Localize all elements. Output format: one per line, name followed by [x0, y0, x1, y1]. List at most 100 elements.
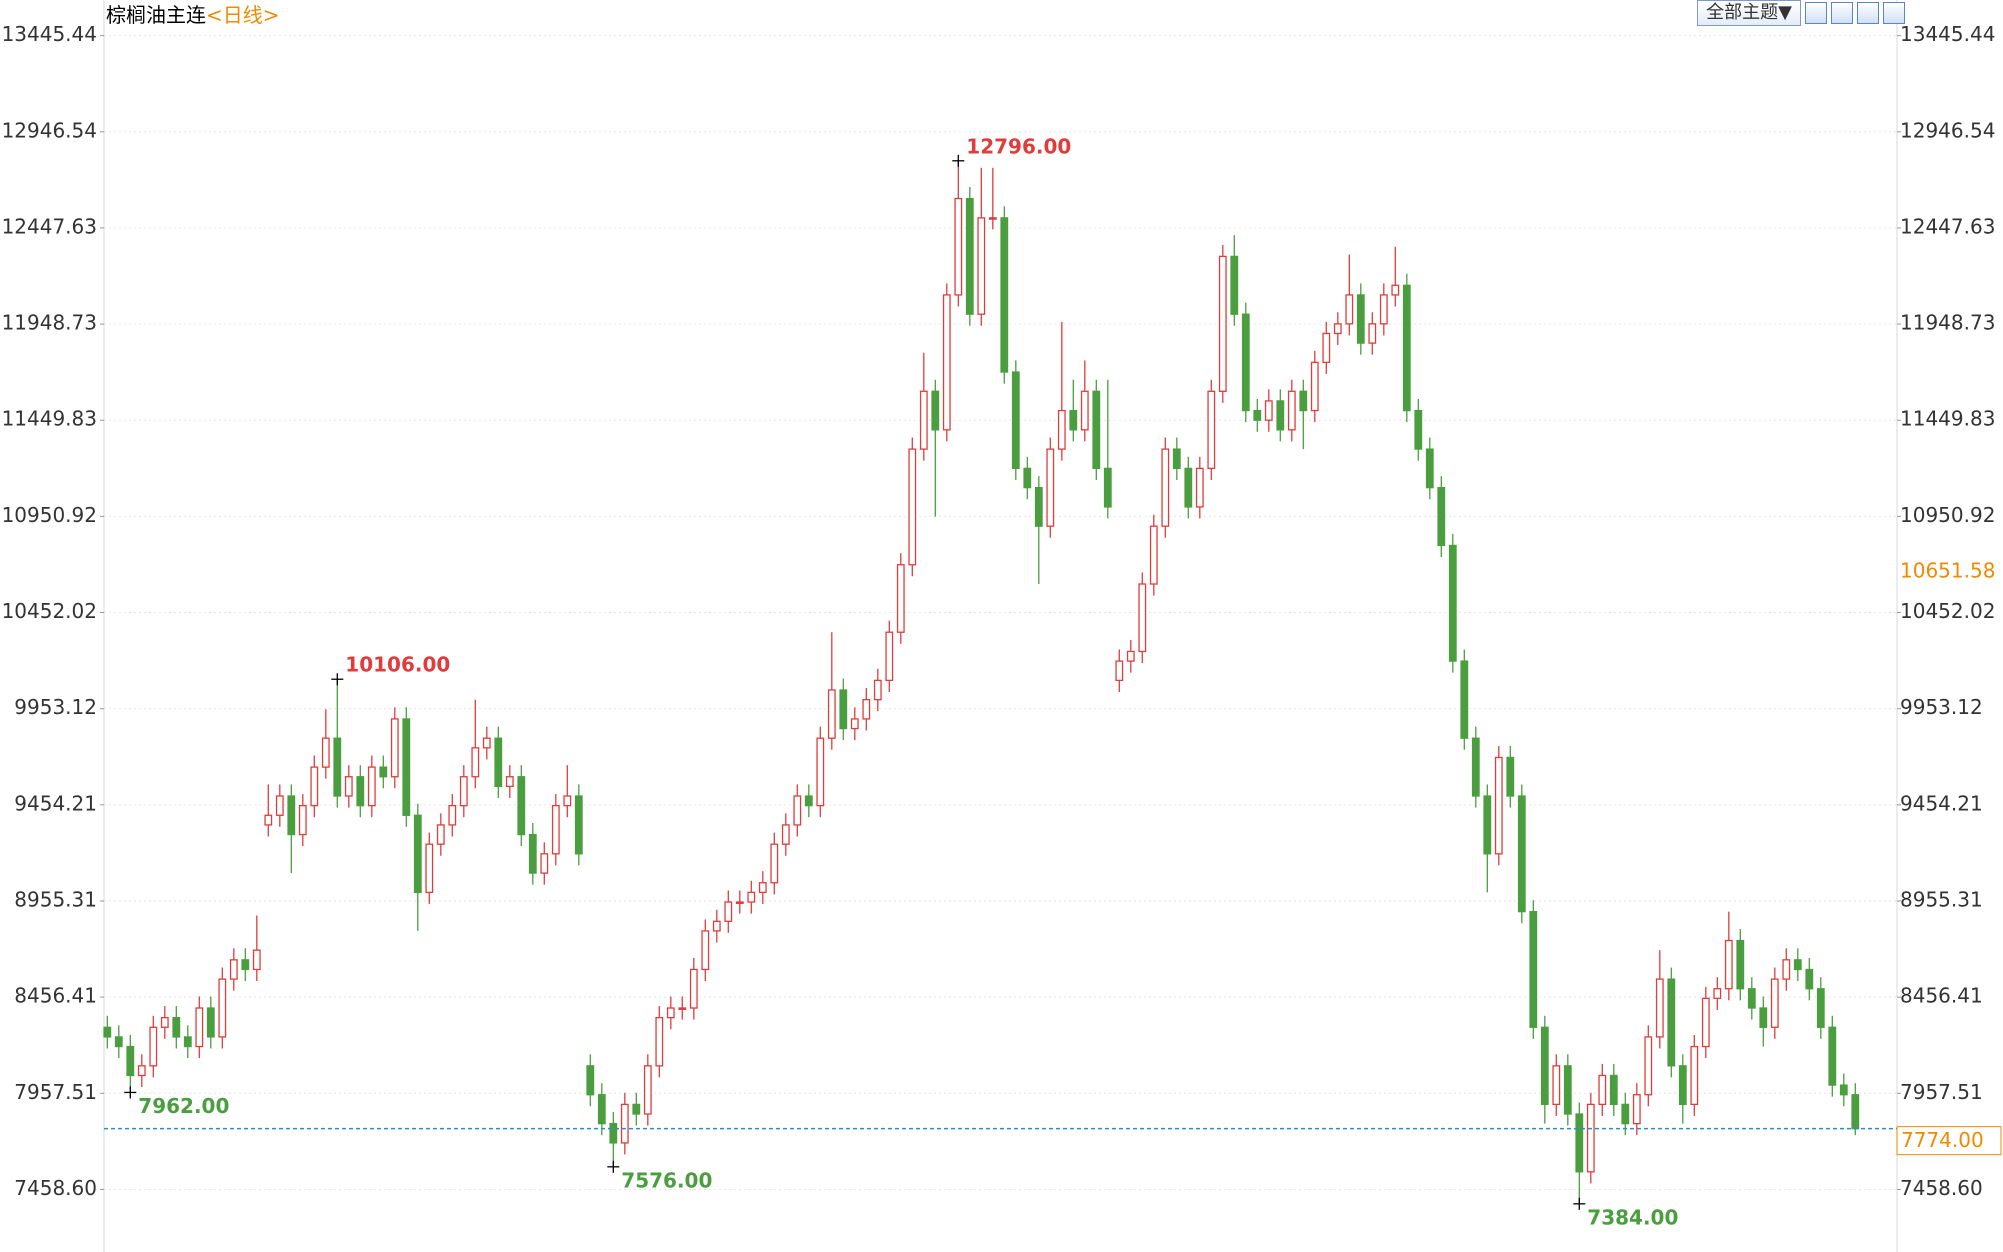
candle-body	[1816, 988, 1825, 1028]
candle-body	[1609, 1074, 1618, 1106]
candle-body	[1759, 1007, 1768, 1028]
candle-body	[678, 1007, 687, 1010]
candle-body	[1023, 467, 1032, 489]
y2-tick-label: 11449.83	[1900, 407, 1995, 431]
candle-body	[1230, 255, 1239, 315]
candle-body	[747, 891, 756, 903]
tool-icon[interactable]	[1805, 2, 1827, 24]
candle-body	[494, 737, 503, 788]
candle-body	[1678, 1065, 1687, 1106]
candle-body	[1598, 1074, 1607, 1106]
candle-body	[1069, 409, 1078, 431]
candle-body	[1448, 544, 1457, 662]
candle-body	[1149, 525, 1158, 585]
candle-body	[287, 795, 296, 836]
right-marker-label: 10651.58	[1900, 559, 1995, 583]
candle-body	[390, 718, 399, 778]
candle-body	[298, 804, 307, 836]
candle-body	[655, 1016, 664, 1067]
candle-body	[1333, 323, 1342, 335]
chart-title: 棕榈油主连<日线>	[106, 3, 280, 27]
candle-body	[1667, 978, 1676, 1067]
candle-body	[310, 766, 319, 807]
candle-body	[1011, 371, 1020, 470]
candle-body	[1575, 1113, 1584, 1173]
candle-body	[183, 1036, 192, 1048]
candle-body	[402, 718, 411, 816]
candle-body	[1218, 255, 1227, 392]
candle-body	[712, 920, 721, 932]
candle-body	[862, 699, 871, 720]
candle-body	[1483, 795, 1492, 855]
candle-body	[919, 390, 928, 450]
y-tick-label: 9454.21	[14, 791, 97, 815]
candle-body	[1414, 409, 1423, 450]
candle-body	[1506, 756, 1515, 797]
candle-body	[356, 776, 365, 807]
y-tick-label: 12946.54	[2, 118, 97, 142]
candle-body	[965, 197, 974, 315]
candle-body	[609, 1122, 618, 1144]
candle-body	[632, 1103, 641, 1115]
candle-body	[793, 795, 802, 826]
y2-tick-label: 13445.44	[1900, 22, 1995, 46]
candle-body	[758, 882, 767, 894]
tool-icon[interactable]	[1831, 2, 1853, 24]
low-mark-label: 7576.00	[621, 1168, 712, 1192]
y2-tick-label: 7957.51	[1900, 1080, 1983, 1104]
candle-body	[1161, 448, 1170, 527]
candle-body	[333, 737, 342, 797]
candle-body	[1632, 1094, 1641, 1125]
candle-body	[1195, 467, 1204, 508]
candle-body	[873, 679, 882, 701]
candle-body	[597, 1094, 606, 1125]
candle-body	[505, 776, 514, 788]
candle-body	[942, 294, 951, 431]
candle-body	[551, 804, 560, 855]
candle-body	[908, 448, 917, 566]
candle-body	[770, 843, 779, 884]
candle-body	[1529, 910, 1538, 1028]
candle-body	[1425, 448, 1434, 489]
candle-body	[1322, 332, 1331, 364]
candle-body	[1736, 939, 1745, 990]
subtitle: <日线>	[206, 3, 280, 27]
candle-body	[1356, 294, 1365, 344]
candle-body	[1253, 409, 1262, 421]
candle-body	[436, 824, 445, 845]
candle-body	[459, 776, 468, 807]
candle-body	[1724, 939, 1733, 990]
candle-body	[218, 978, 227, 1038]
right-marker-bg	[1898, 562, 2002, 583]
candle-body	[379, 766, 388, 778]
tool-icon[interactable]	[1883, 2, 1905, 24]
candle-body	[517, 776, 526, 836]
candle-body	[1690, 1045, 1699, 1106]
y-tick-label: 13445.44	[2, 22, 97, 46]
y2-tick-label: 10452.02	[1900, 599, 1995, 623]
candle-body	[643, 1065, 652, 1115]
candle-body	[1034, 487, 1043, 527]
y2-tick-label: 12946.54	[1900, 118, 1995, 142]
candle-body	[1299, 390, 1308, 412]
candle-body	[1080, 390, 1089, 431]
candle-body	[666, 1007, 675, 1019]
candle-body	[689, 968, 698, 1009]
y-tick-label: 12447.63	[2, 214, 97, 238]
candle-body	[931, 390, 940, 431]
y2-tick-label: 8955.31	[1900, 887, 1983, 911]
candle-body	[1241, 313, 1250, 412]
candle-body	[1701, 997, 1710, 1048]
y-tick-label: 9953.12	[14, 695, 97, 719]
y2-tick-label: 11948.73	[1900, 311, 1995, 335]
y2-tick-label: 12447.63	[1900, 214, 1995, 238]
y2-tick-label: 9953.12	[1900, 695, 1983, 719]
high-mark-label: 12796.00	[966, 134, 1071, 158]
candle-body	[1437, 487, 1446, 547]
candle-body	[781, 824, 790, 845]
theme-button[interactable]: 全部主题▼	[1697, 0, 1801, 26]
y-tick-label: 7957.51	[14, 1080, 97, 1104]
candle-body	[229, 959, 238, 980]
tool-icon[interactable]	[1857, 2, 1879, 24]
candle-body	[103, 1026, 112, 1038]
